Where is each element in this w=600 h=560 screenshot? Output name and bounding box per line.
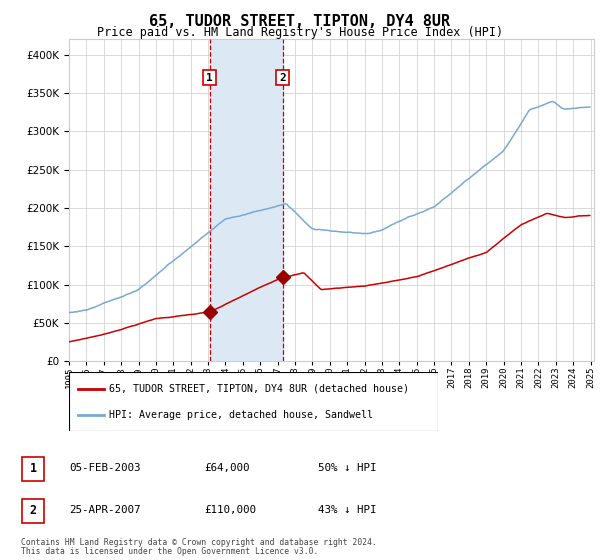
Text: 65, TUDOR STREET, TIPTON, DY4 8UR (detached house): 65, TUDOR STREET, TIPTON, DY4 8UR (detac…	[109, 384, 409, 394]
Text: HPI: Average price, detached house, Sandwell: HPI: Average price, detached house, Sand…	[109, 410, 373, 420]
Text: This data is licensed under the Open Government Licence v3.0.: This data is licensed under the Open Gov…	[21, 548, 319, 557]
Text: 50% ↓ HPI: 50% ↓ HPI	[318, 463, 377, 473]
Text: 43% ↓ HPI: 43% ↓ HPI	[318, 505, 377, 515]
Text: Contains HM Land Registry data © Crown copyright and database right 2024.: Contains HM Land Registry data © Crown c…	[21, 539, 377, 548]
Bar	[209, 39, 283, 361]
Text: £110,000: £110,000	[204, 505, 256, 515]
Text: 25-APR-2007: 25-APR-2007	[69, 505, 140, 515]
Text: 2: 2	[279, 73, 286, 82]
Text: £64,000: £64,000	[204, 463, 250, 473]
Text: 1: 1	[29, 462, 37, 475]
Text: 2: 2	[29, 504, 37, 517]
Text: Price paid vs. HM Land Registry's House Price Index (HPI): Price paid vs. HM Land Registry's House …	[97, 26, 503, 39]
Text: 05-FEB-2003: 05-FEB-2003	[69, 463, 140, 473]
Text: 65, TUDOR STREET, TIPTON, DY4 8UR: 65, TUDOR STREET, TIPTON, DY4 8UR	[149, 14, 451, 29]
Text: 1: 1	[206, 73, 213, 82]
